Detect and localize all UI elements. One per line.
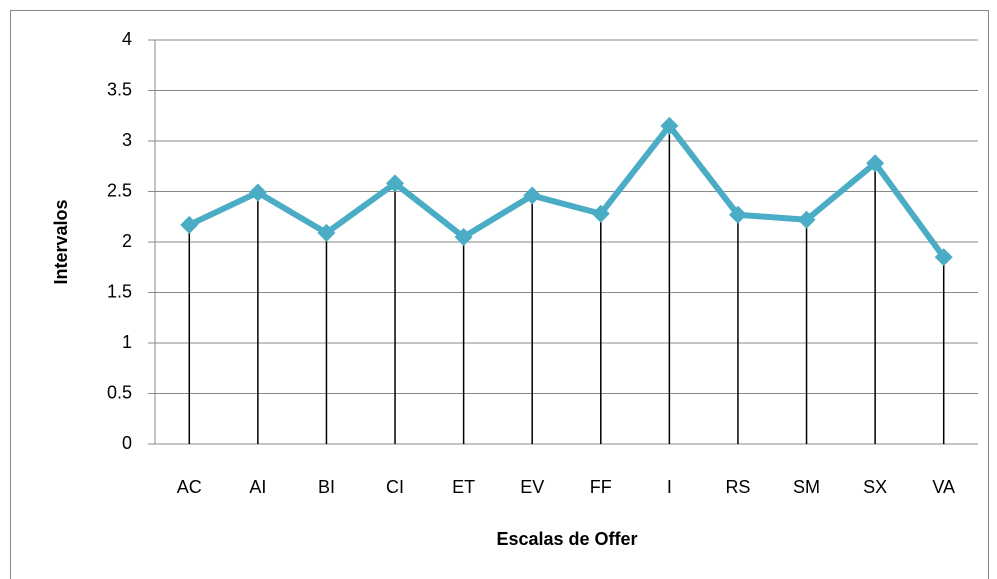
y-axis-label: Intervalos [51,199,71,284]
chart-frame [10,10,989,579]
point-marker [728,205,747,224]
point-marker [797,210,816,229]
x-tick-label: AI [249,477,266,497]
point-marker [934,248,953,267]
point-marker [180,215,199,234]
point-marker [317,223,336,242]
y-tick-label: 1.5 [107,281,132,301]
point-marker [454,227,473,246]
x-tick-label: VA [932,477,955,497]
x-tick-label: SM [793,477,820,497]
y-tick-label: 2 [122,231,132,251]
x-tick-label: BI [318,477,335,497]
x-tick-label: I [667,477,672,497]
series-line [188,122,947,259]
y-tick-label: 4 [122,29,132,49]
y-tick-label: 1 [122,332,132,352]
x-tick-label: CI [386,477,404,497]
point-marker [248,183,267,202]
y-tick-label: 0 [122,433,132,453]
point-marker [591,204,610,223]
point-marker [523,186,542,205]
y-tick-label: 3 [122,130,132,150]
x-tick-label: ET [452,477,475,497]
x-tick-label: SX [863,477,887,497]
x-axis-label: Escalas de Offer [496,529,637,549]
y-tick-label: 3.5 [107,79,132,99]
point-marker [660,116,679,135]
point-marker [386,174,405,193]
x-tick-label: EV [520,477,544,497]
x-tick-label: RS [725,477,750,497]
point-marker [866,154,885,173]
y-tick-label: 0.5 [107,382,132,402]
x-tick-label: FF [590,477,612,497]
y-tick-label: 2.5 [107,180,132,200]
x-tick-label: AC [177,477,202,497]
